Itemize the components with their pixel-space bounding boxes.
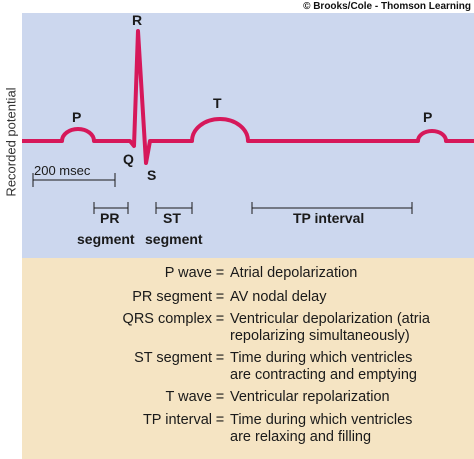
- legend-definition-cont: repolarizing simultaneously): [230, 328, 410, 344]
- legend-definition: Time during which ventricles: [230, 350, 413, 366]
- legend-term: QRS complex: [122, 311, 212, 327]
- ecg-diagram: P R Q S T P 200 msec PR ST segment segme…: [22, 13, 474, 258]
- r-wave-label: R: [132, 12, 143, 28]
- equals-sign: =: [215, 350, 225, 366]
- ecg-svg: [22, 29, 474, 214]
- legend-definition: Ventricular depolarization (atria: [230, 311, 430, 327]
- equals-sign: =: [215, 389, 225, 405]
- legend-definition: Ventricular repolarization: [230, 389, 390, 405]
- scale-bar: [32, 173, 116, 187]
- legend-term: PR segment: [132, 289, 212, 305]
- legend-definition-cont: are relaxing and filling: [230, 429, 372, 445]
- equals-sign: =: [215, 412, 225, 428]
- legend-term: P wave: [164, 265, 212, 281]
- q-wave-label: Q: [123, 151, 134, 167]
- equals-sign: =: [215, 311, 225, 327]
- legend-term: T wave: [165, 389, 212, 405]
- scale-label: 200 msec: [34, 163, 91, 178]
- legend-row-st-segment: ST segment = Time during which ventricle…: [22, 350, 474, 384]
- legend-definition-cont: are contracting and emptying: [230, 367, 417, 383]
- legend-term: TP interval: [142, 412, 212, 428]
- st-segment-label: segment: [145, 231, 203, 247]
- t-wave-label: T: [213, 95, 222, 111]
- y-axis-label: Recorded potential: [3, 87, 19, 197]
- equals-sign: =: [215, 265, 225, 281]
- legend-panel: P wave = Atrial depolarization PR segmen…: [22, 258, 474, 459]
- pr-label: PR: [100, 210, 120, 226]
- legend-definition: Time during which ventricles: [230, 412, 413, 428]
- tp-bracket: [251, 202, 413, 214]
- legend-row-tp-interval: TP interval = Time during which ventricl…: [22, 412, 474, 446]
- legend-definition: AV nodal delay: [230, 289, 327, 305]
- s-wave-label: S: [147, 167, 157, 183]
- ecg-trace: [22, 29, 474, 165]
- tp-interval-label: TP interval: [293, 210, 365, 226]
- equals-sign: =: [215, 289, 225, 305]
- p-wave-label: P: [72, 109, 82, 125]
- st-label: ST: [163, 210, 181, 226]
- pr-segment-label: segment: [77, 231, 135, 247]
- p-wave-label-2: P: [423, 109, 433, 125]
- legend-term: ST segment: [134, 350, 212, 366]
- legend-row-qrs-complex: QRS complex = Ventricular depolarization…: [22, 311, 474, 345]
- legend-definition: Atrial depolarization: [230, 265, 358, 281]
- copyright-notice: © Brooks/Cole - Thomson Learning: [303, 1, 471, 12]
- st-bracket: [155, 202, 193, 214]
- pr-bracket: [93, 202, 129, 214]
